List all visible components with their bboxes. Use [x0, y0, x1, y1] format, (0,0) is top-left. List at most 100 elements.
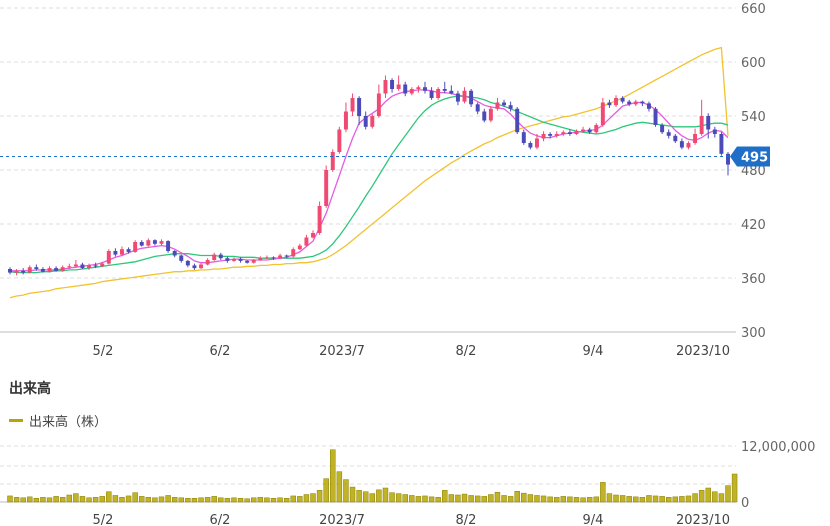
volume-bar	[303, 494, 310, 503]
candle	[673, 134, 678, 143]
candle	[139, 240, 144, 247]
candle-body	[192, 265, 197, 269]
price-tick-label: 600	[741, 56, 766, 71]
candle	[719, 132, 724, 156]
volume-bar	[53, 496, 59, 503]
volume-bar	[389, 492, 395, 503]
candle	[113, 248, 118, 257]
candle-body	[633, 101, 638, 105]
candle-body	[607, 102, 612, 106]
ma-short-line	[10, 89, 729, 272]
candle	[297, 243, 302, 251]
candle-body	[416, 87, 421, 89]
candle	[80, 262, 85, 269]
price-tick-label: 480	[741, 164, 766, 179]
volume-bar	[27, 496, 33, 503]
candle-body	[357, 98, 362, 116]
candle-body	[482, 111, 487, 121]
candle-body	[205, 260, 210, 265]
candle-body	[8, 269, 12, 273]
volume-bar	[119, 497, 125, 503]
candle	[133, 240, 138, 253]
candle	[350, 93, 355, 116]
candle	[640, 100, 645, 107]
candle-body	[508, 105, 513, 109]
volume-bar	[13, 497, 20, 503]
candle	[574, 129, 579, 135]
moving-average-lines	[9, 46, 729, 299]
volume-bar	[718, 493, 725, 503]
volume-tick-label: 0	[741, 496, 749, 511]
candle	[653, 107, 658, 127]
candle-body	[14, 270, 19, 273]
volume-bar	[455, 494, 461, 503]
candle-body	[706, 116, 711, 130]
volume-bar	[362, 491, 369, 503]
volume-bar	[646, 495, 652, 503]
candle-body	[554, 134, 559, 136]
volume-bar	[422, 495, 428, 503]
volume-bar	[323, 478, 329, 503]
volume-bar	[66, 494, 73, 503]
price-tick-label: 360	[741, 272, 766, 287]
candle-body	[34, 267, 39, 269]
volume-legend: 出来高（株）	[9, 411, 107, 430]
volume-bar	[540, 495, 547, 503]
candle-body	[139, 242, 144, 246]
candle	[311, 230, 315, 239]
price-tick-label: 300	[741, 326, 766, 341]
candle	[179, 254, 184, 263]
volume-bar	[33, 498, 40, 503]
candle-body	[455, 93, 460, 102]
candle	[726, 152, 730, 176]
candle	[205, 258, 210, 266]
volume-bar	[237, 498, 244, 503]
volume-bar	[125, 495, 132, 503]
candle	[515, 107, 520, 134]
volume-bar	[316, 490, 323, 503]
candle	[40, 267, 45, 273]
volume-bar	[330, 449, 336, 503]
price-tick-label: 420	[741, 218, 766, 233]
candle-body	[185, 260, 190, 266]
candle-body	[271, 257, 276, 259]
volume-bar	[178, 497, 184, 503]
candle	[100, 261, 105, 268]
candle	[93, 262, 98, 269]
candle-body	[534, 138, 539, 148]
candle-body	[429, 90, 434, 98]
ma-long-line	[9, 46, 729, 299]
candle-body	[627, 101, 632, 105]
candle-body	[673, 135, 678, 142]
candle	[455, 90, 460, 106]
candle-body	[258, 258, 263, 260]
volume-bar	[46, 497, 53, 503]
candle	[218, 252, 223, 260]
candle-body	[179, 255, 184, 261]
volume-bar	[692, 493, 698, 503]
volume-bar	[40, 497, 46, 503]
volume-bar	[474, 495, 481, 503]
candle	[666, 129, 671, 139]
candle	[646, 101, 651, 112]
candle-body	[660, 125, 665, 133]
volume-bar	[514, 491, 520, 503]
price-gridlines	[0, 7, 736, 333]
candle	[614, 95, 618, 107]
candle-body	[304, 237, 309, 246]
volume-bar	[488, 494, 494, 503]
candle	[436, 87, 441, 100]
candle-body	[330, 152, 335, 170]
candle-body	[449, 90, 454, 94]
candle	[337, 126, 342, 154]
candle	[245, 260, 250, 264]
candle	[581, 126, 586, 134]
candle-body	[343, 111, 348, 130]
candle	[554, 131, 559, 138]
volume-bar	[725, 485, 731, 503]
volume-bar	[343, 479, 349, 503]
candle	[627, 99, 632, 107]
candle-body	[113, 251, 118, 255]
volume-bar	[99, 496, 105, 503]
candle	[502, 99, 507, 107]
